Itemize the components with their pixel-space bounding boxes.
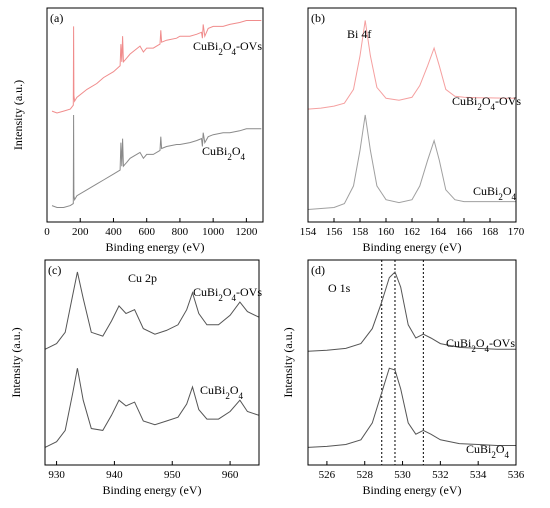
panel-b-xtick-label-3: 160 xyxy=(378,226,395,238)
panel-b-xtick-label-1: 156 xyxy=(326,226,343,238)
panel-c-xtick-label-3: 960 xyxy=(222,469,239,481)
panel-b-series-0-line xyxy=(307,20,517,110)
panel-d-series-0-label: CuBi2O4-OVs xyxy=(446,336,515,354)
panel-d-frame xyxy=(307,259,517,466)
panel-c-series-1-line xyxy=(44,368,260,448)
panel-b-series-1-label: CuBi2O4 xyxy=(473,184,517,202)
panel-d-xtick-label-4: 534 xyxy=(470,469,487,481)
panel-d-label: (d) xyxy=(311,263,325,277)
panel-d-annotation: O 1s xyxy=(328,281,351,295)
panel-d-series-1-line xyxy=(307,367,516,448)
panel-b-xtick-label-5: 164 xyxy=(430,226,447,238)
panel-d-series-0-line xyxy=(307,271,516,352)
panel-d-xtick-label-1: 528 xyxy=(356,469,373,481)
panel-c-series-0-line xyxy=(44,271,260,350)
panel-b-xtick-label-8: 170 xyxy=(508,226,525,238)
panel-a-series-1-line xyxy=(51,114,262,208)
panel-b-xtick-label-2: 158 xyxy=(352,226,369,238)
panel-b-xtick-label-4: 162 xyxy=(404,226,421,238)
panel-b-xtick-label-0: 154 xyxy=(300,226,317,238)
panel-c-xlabel: Binding energy (eV) xyxy=(102,483,201,497)
panel-a-xtick-label-0: 0 xyxy=(44,226,50,238)
panel-d-xtick-label-2: 530 xyxy=(394,469,411,481)
panel-a-frame xyxy=(46,7,264,223)
panel-c-label: (c) xyxy=(48,263,61,277)
panel-b-series-1-line xyxy=(307,114,516,210)
panel-b-xtick-label-6: 166 xyxy=(456,226,473,238)
panel-a-series-0-line xyxy=(51,20,262,114)
panel-d-series-1-label: CuBi2O4 xyxy=(466,442,510,460)
panel-a-series-0-label: CuBi2O4-OVs xyxy=(193,39,262,57)
panel-c-ylabel: Intensity (a.u.) xyxy=(9,327,23,397)
panel-b-xtick-label-7: 168 xyxy=(482,226,499,238)
panel-a-ylabel: Intensity (a.u.) xyxy=(11,80,25,150)
panel-d-xtick-label-3: 532 xyxy=(432,469,449,481)
panel-c-xtick-label-1: 940 xyxy=(106,469,123,481)
panel-c-series-0-label: CuBi2O4-OVs xyxy=(193,285,262,303)
panel-d-xtick-label-0: 526 xyxy=(319,469,336,481)
panel-c-annotation: Cu 2p xyxy=(128,271,157,285)
panel-a-series-1-label: CuBi2O4 xyxy=(202,144,246,162)
panel-a-xtick-label-3: 600 xyxy=(138,226,155,238)
panel-c-series-1-label: CuBi2O4 xyxy=(200,383,244,401)
panel-d-xtick-label-5: 536 xyxy=(508,469,525,481)
panel-a-xtick-label-5: 1000 xyxy=(202,226,225,238)
panel-a-label: (a) xyxy=(50,11,63,25)
panel-d-xlabel: Binding energy (eV) xyxy=(362,483,461,497)
panel-c-xtick-label-0: 930 xyxy=(48,469,65,481)
panel-b-xlabel: Binding energy (eV) xyxy=(362,240,461,254)
panel-b-annotation: Bi 4f xyxy=(347,27,371,41)
panel-c-frame xyxy=(44,259,260,466)
panel-c-xtick-label-2: 950 xyxy=(164,469,181,481)
panel-a-xtick-label-2: 400 xyxy=(105,226,122,238)
panel-d-ylabel: Intensity (a.u.) xyxy=(281,327,295,397)
panel-b-series-0-label: CuBi2O4-OVs xyxy=(452,94,521,112)
panel-a-xlabel: Binding energy (eV) xyxy=(105,240,204,254)
panel-a-xtick-label-6: 1200 xyxy=(235,226,258,238)
panel-a-xtick-label-4: 800 xyxy=(172,226,189,238)
panel-a-xtick-label-1: 200 xyxy=(72,226,89,238)
panel-b-label: (b) xyxy=(311,11,325,25)
